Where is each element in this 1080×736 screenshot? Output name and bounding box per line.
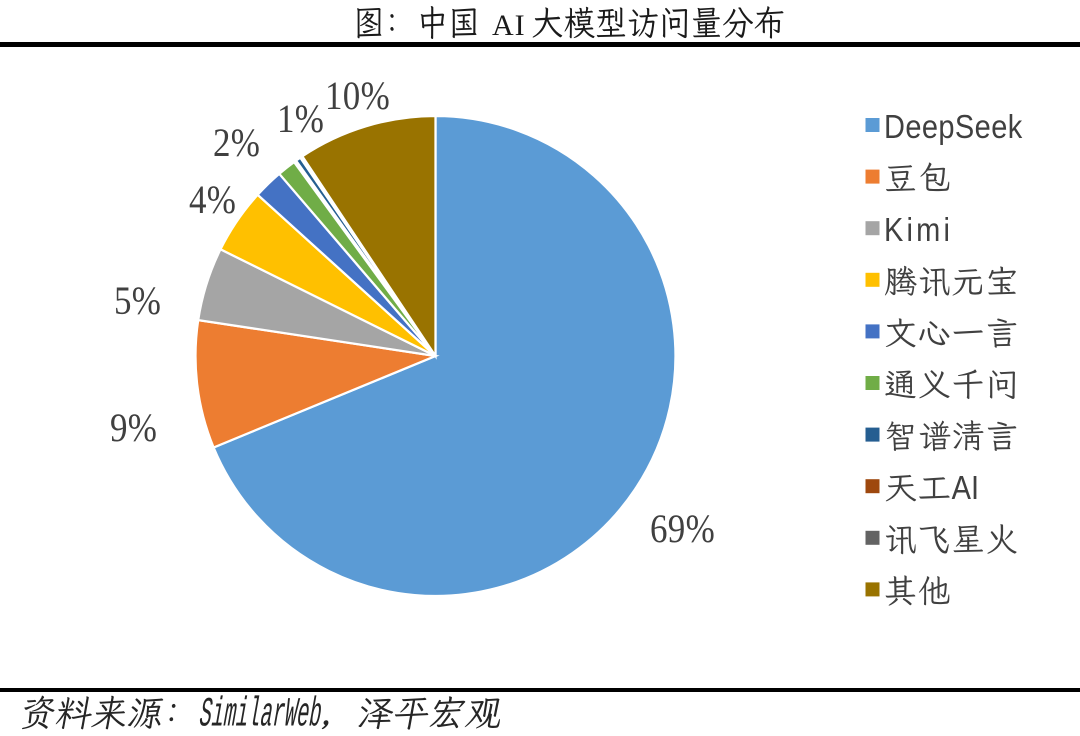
svg-text:9%: 9% <box>110 406 157 451</box>
svg-text:Kimi: Kimi <box>884 211 953 248</box>
svg-text:DeepSeek: DeepSeek <box>884 108 1023 145</box>
svg-text:5%: 5% <box>114 279 161 324</box>
svg-text:2%: 2% <box>213 121 260 166</box>
svg-text:AI: AI <box>952 469 979 506</box>
svg-text:10%: 10% <box>325 74 390 119</box>
svg-text:AI: AI <box>492 9 526 42</box>
svg-text:1%: 1% <box>277 97 324 142</box>
svg-text:4%: 4% <box>189 178 236 223</box>
svg-text:69%: 69% <box>650 507 715 552</box>
svg-text:SimilarWeb: SimilarWeb <box>196 690 326 731</box>
